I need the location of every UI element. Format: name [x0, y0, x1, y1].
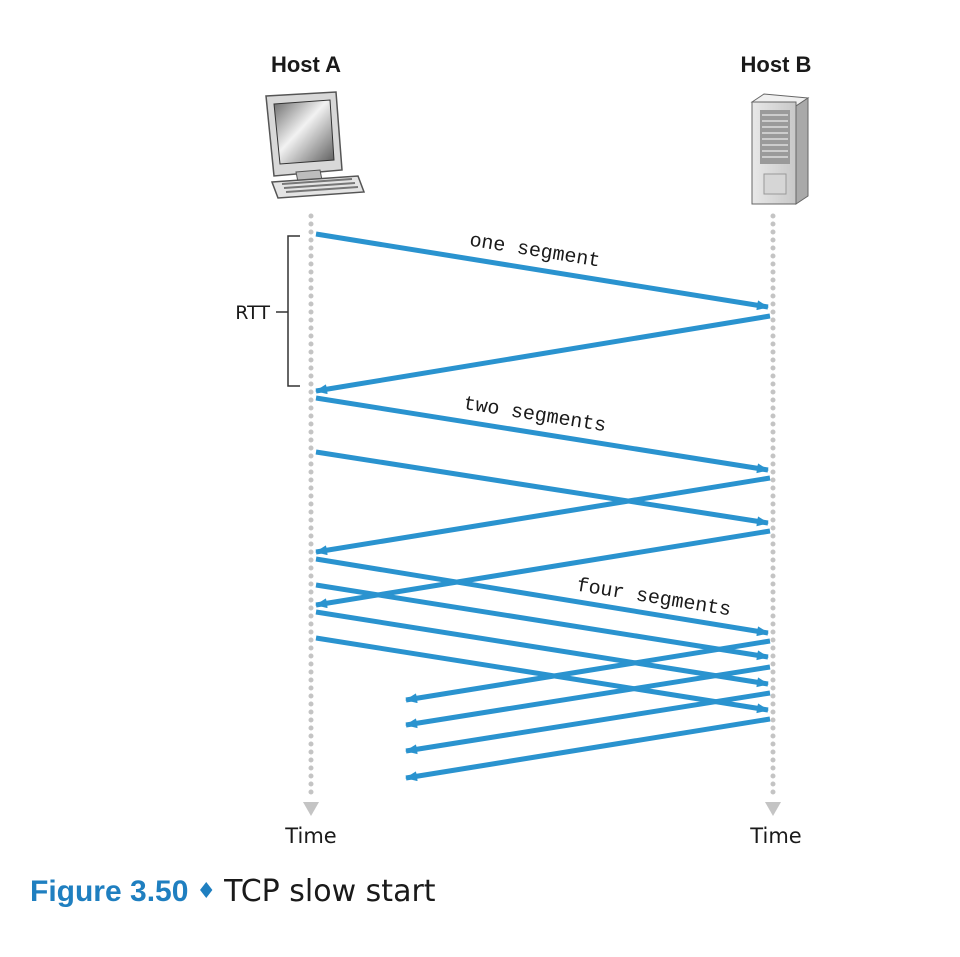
server-icon	[750, 93, 810, 205]
ack-arrow	[405, 690, 771, 755]
figure-title: TCP slow start	[224, 874, 436, 909]
segment-arrow	[315, 556, 769, 637]
ack-arrow	[405, 664, 771, 729]
figure-caption: Figure 3.50 ♦ TCP slow start	[30, 874, 436, 909]
ack-arrow	[315, 475, 771, 556]
host-a-time-label: Time	[284, 824, 336, 848]
segment-arrow	[315, 582, 769, 661]
rtt-bracket	[276, 235, 300, 387]
figure-number: Figure 3.50	[30, 875, 189, 908]
segment-arrow	[315, 609, 769, 688]
host-b-label: Host B	[741, 52, 812, 77]
computer-icon	[265, 91, 366, 199]
rtt-label: RTT	[235, 302, 270, 324]
caption-separator-icon: ♦	[196, 879, 217, 904]
ack-arrow	[315, 528, 771, 609]
segment-arrow	[315, 231, 769, 311]
host-b-time-label: Time	[749, 824, 801, 848]
host-b-timeline-arrowhead	[765, 802, 781, 816]
segment-arrow	[315, 635, 769, 714]
ack-arrow	[405, 638, 771, 704]
segment-arrow	[315, 449, 769, 527]
ack-arrow	[315, 313, 771, 395]
host-a-timeline-arrowhead	[303, 802, 319, 816]
ack-arrow	[405, 716, 771, 782]
host-a-label: Host A	[271, 52, 341, 77]
segment-arrow	[315, 395, 769, 474]
